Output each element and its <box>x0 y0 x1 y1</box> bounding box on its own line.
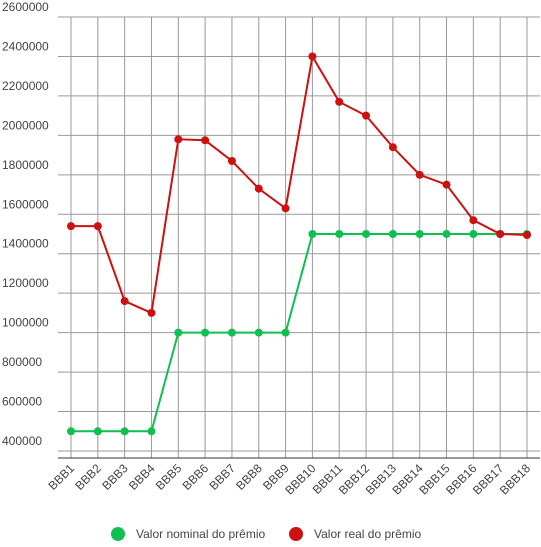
data-point <box>415 170 424 179</box>
data-point <box>388 230 397 238</box>
y-tick-label: 1200000 <box>2 276 49 290</box>
legend-marker <box>111 527 125 541</box>
x-tick-label: BBB2 <box>72 461 104 493</box>
data-point <box>362 111 371 120</box>
data-point <box>174 328 183 337</box>
data-point <box>254 328 263 337</box>
data-point <box>388 143 397 152</box>
x-tick-label: BBB6 <box>180 461 212 493</box>
y-tick-label: 1600000 <box>2 197 49 211</box>
series-line <box>71 233 527 433</box>
y-tick-label: 1400000 <box>2 237 49 251</box>
y-tick-label: 2400000 <box>2 39 49 53</box>
data-point <box>254 184 263 193</box>
data-point <box>93 427 102 436</box>
data-point <box>147 308 156 317</box>
data-point <box>442 180 451 189</box>
data-point <box>308 230 317 238</box>
y-tick-label: 600000 <box>2 395 42 409</box>
series-line <box>71 53 528 315</box>
grid <box>58 16 540 458</box>
data-point <box>120 427 129 436</box>
y-tick-label: 2600000 <box>2 0 49 14</box>
data-point <box>201 136 210 145</box>
legend-marker <box>289 527 303 541</box>
data-point <box>496 230 505 238</box>
y-tick-label: 2200000 <box>2 79 49 93</box>
x-tick-label: BBB5 <box>153 461 185 493</box>
data-point <box>227 157 236 166</box>
data-point <box>523 230 531 239</box>
x-tick-label: BBB8 <box>233 461 265 493</box>
data-point <box>201 328 210 337</box>
data-point <box>469 230 478 238</box>
x-tick-label: BBB18 <box>497 461 534 498</box>
y-tick-label: 800000 <box>2 355 42 369</box>
data-point <box>281 328 290 337</box>
data-point <box>67 427 75 436</box>
data-point <box>227 328 236 337</box>
x-tick-label: BBB4 <box>126 461 158 493</box>
legend-label: Valor real do prêmio <box>314 527 421 541</box>
y-tick-label: 1800000 <box>2 158 49 172</box>
data-point <box>281 204 290 213</box>
data-point <box>335 97 344 106</box>
x-tick-label: BBB10 <box>282 461 319 498</box>
data-point <box>442 230 451 238</box>
x-tick-label: BBB7 <box>206 461 238 493</box>
y-tick-label: 2000000 <box>2 118 49 132</box>
data-point <box>120 297 129 306</box>
data-point <box>362 230 371 238</box>
data-point <box>415 230 424 238</box>
x-tick-label: BBB1 <box>46 461 78 493</box>
data-point <box>93 222 102 231</box>
data-point <box>335 230 344 238</box>
data-point <box>469 216 478 225</box>
y-tick-label: 400000 <box>2 434 42 448</box>
data-point <box>67 222 75 231</box>
x-tick-label: BBB3 <box>99 461 131 493</box>
data-point <box>174 135 183 144</box>
y-tick-label: 1000000 <box>2 316 49 330</box>
data-point <box>147 427 156 436</box>
data-point <box>308 52 317 61</box>
legend-label: Valor nominal do prêmio <box>136 527 266 541</box>
